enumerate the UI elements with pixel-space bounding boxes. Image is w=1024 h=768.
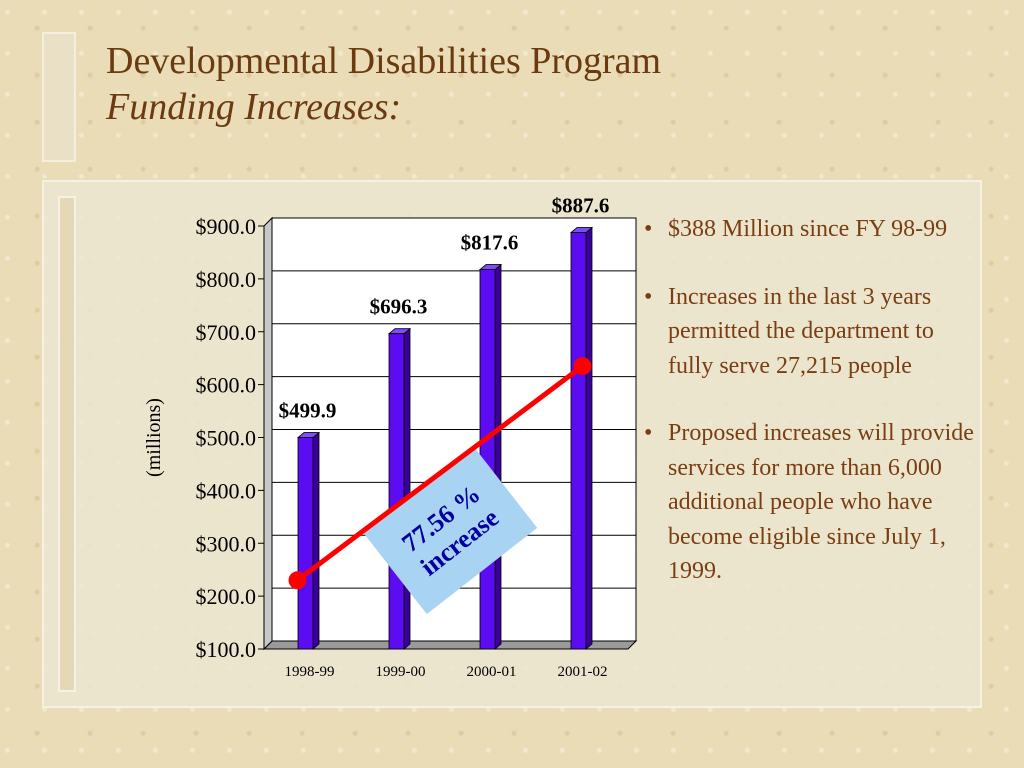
x-tick-label: 2000-01 bbox=[467, 664, 517, 680]
plot-side-wall bbox=[263, 216, 273, 651]
bar-side bbox=[403, 327, 411, 650]
bullet-item: $388 Million since FY 98-99 bbox=[644, 212, 984, 247]
bar-data-label: $696.3 bbox=[370, 295, 428, 319]
bar bbox=[388, 333, 405, 650]
bullet-item: Proposed increases will provide services… bbox=[644, 416, 984, 589]
bar-side bbox=[312, 431, 320, 650]
bullet-item: Increases in the last 3 years permitted … bbox=[644, 280, 984, 384]
bar-side bbox=[494, 263, 502, 650]
x-tick-label: 1998-99 bbox=[285, 664, 335, 680]
annotation-box bbox=[362, 445, 538, 615]
y-tick-label: $400.0 bbox=[196, 478, 257, 503]
y-tick-label: $700.0 bbox=[196, 320, 257, 345]
bar-data-label: $499.9 bbox=[279, 399, 337, 423]
trend-start-point bbox=[288, 571, 307, 590]
y-tick-label: $500.0 bbox=[196, 426, 257, 451]
title-decoration-bar bbox=[42, 32, 76, 162]
y-tick-label: $600.0 bbox=[196, 373, 257, 398]
bullet-list: $388 Million since FY 98-99 Increases in… bbox=[644, 212, 984, 622]
trend-line bbox=[295, 364, 585, 583]
bar bbox=[570, 232, 587, 650]
y-tick-label: $300.0 bbox=[196, 531, 257, 556]
bar-data-label: $817.6 bbox=[461, 231, 519, 255]
trend-end-point bbox=[573, 357, 592, 376]
y-tick-label: $200.0 bbox=[196, 584, 257, 609]
y-tick-label: $100.0 bbox=[196, 637, 257, 662]
y-tick-label: $800.0 bbox=[196, 267, 257, 292]
x-tick-label: 1999-00 bbox=[376, 664, 426, 680]
bar bbox=[297, 437, 314, 650]
x-tick-label: 2001-02 bbox=[558, 664, 608, 680]
bar-side bbox=[585, 226, 593, 650]
panel-decoration-bar bbox=[58, 196, 76, 692]
title-line-2: Funding Increases: bbox=[106, 86, 402, 128]
title-line-1: Developmental Disabilities Program bbox=[106, 40, 662, 82]
bar-data-label: $887.6 bbox=[552, 194, 610, 218]
y-axis-label: (millions) bbox=[143, 398, 165, 477]
y-tick-label: $900.0 bbox=[196, 214, 257, 239]
page-title: Developmental Disabilities Program Fundi… bbox=[106, 38, 661, 130]
